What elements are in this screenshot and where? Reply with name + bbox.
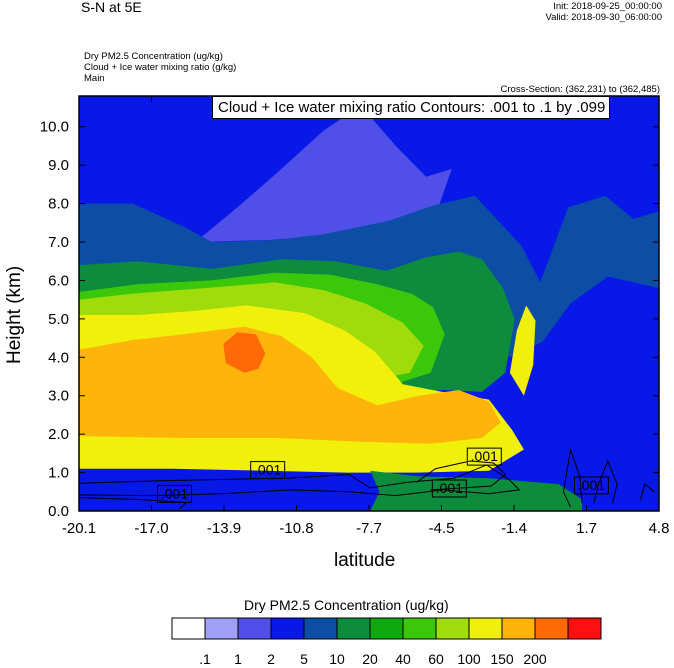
region-upper-blue-patch [195,105,452,242]
contour-info-label: Cloud + Ice water mixing ratio Contours:… [212,96,611,119]
colorbar-tick-label: 20 [362,651,378,667]
x-tick-label: 1.7 [576,520,597,537]
y-tick-label: 2.0 [48,426,69,443]
x-tick-label: -13.9 [207,520,241,537]
y-tick-label: 9.0 [48,157,69,174]
colorbar-swatch [336,617,371,640]
cloud-contour-line [562,449,583,508]
colorbar-swatch [534,617,569,640]
chart-left-title: S-N at 5E [81,0,142,15]
cloud-contour-line [639,483,655,500]
colorbar-tick-label: 60 [428,651,444,667]
colorbar-swatch [402,617,437,640]
svg-text:.001: .001 [161,485,188,501]
colorbar-tick-label: .1 [199,651,211,667]
cloud-contour-line [593,459,618,504]
y-tick-label: 7.0 [48,234,69,251]
field-name-cloud-ice: Cloud + Ice water mixing ratio (g/kg) [84,62,237,73]
colorbar-tick-label: 10 [329,651,345,667]
colorbar-title: Dry PM2.5 Concentration (ug/kg) [244,597,449,613]
contour-value-label: .001 [431,479,467,498]
y-tick-label: 5.0 [48,311,69,328]
svg-text:.001: .001 [436,480,463,496]
y-tick-label: 10.0 [40,119,69,136]
region-bottom-blue [79,472,380,511]
colorbar-swatch [270,617,305,640]
contour-value-label: .001 [466,447,502,466]
colorbar-swatch [369,617,404,640]
colorbar-swatch [171,617,206,640]
colorbar-tick-label: 40 [395,651,411,667]
svg-text:.001: .001 [578,477,605,493]
svg-text:.001: .001 [254,462,281,478]
x-axis-label: latitude [334,550,396,571]
svg-text:.001: .001 [471,448,498,464]
cloud-contour-line [79,464,521,497]
colorbar-swatch [468,617,503,640]
colorbar-swatch [204,617,239,640]
colorbar-swatch [501,617,536,640]
cloud-contour-line [79,497,188,510]
x-tick-label: -4.5 [429,520,455,537]
field-name-pm25: Dry PM2.5 Concentration (ug/kg) [84,51,223,62]
x-tick-label: -10.8 [279,520,313,537]
y-tick-label: 0.0 [48,503,69,520]
y-tick-label: 6.0 [48,272,69,289]
colorbar-swatch [303,617,338,640]
field-name-main: Main [84,73,105,84]
y-tick-label: 1.0 [48,465,69,482]
colorbar-swatch [237,617,272,640]
y-axis-label: Height (km) [4,265,25,364]
colorbar-tick-label: 100 [457,651,481,667]
y-tick-label: 4.0 [48,349,69,366]
region-red-orange-core [223,332,266,373]
region-right-column-yellow [509,305,536,396]
contour-value-label: .001 [157,484,193,503]
valid-time: Valid: 2018-09-30_06:00:00 [545,12,662,23]
contour-value-label: .001 [573,476,609,495]
colorbar-swatch [567,617,602,640]
x-tick-label: -1.4 [501,520,527,537]
x-tick-label: -20.1 [62,520,96,537]
cloud-contour-line [416,460,507,491]
y-tick-label: 8.0 [48,196,69,213]
init-time: Init: 2018-09-25_00:00:00 [553,1,662,12]
colorbar-swatch [435,617,470,640]
colorbar-tick-label: 150 [490,651,514,667]
cross-section-info: Cross-Section: (362,231) to (362,485) [500,84,660,95]
x-tick-label: -7.7 [356,520,382,537]
x-tick-label: -17.0 [134,520,168,537]
colorbar-tick-label: 1 [234,651,242,667]
colorbar-tick-label: 5 [300,651,308,667]
x-tick-label: 4.8 [649,520,670,537]
contour-value-label: .001 [250,461,286,480]
region-orange [79,326,501,444]
colorbar-tick-label: 2 [267,651,275,667]
y-tick-label: 3.0 [48,388,69,405]
region-right-lower-blue [526,414,659,504]
colorbar-tick-label: 200 [523,651,547,667]
